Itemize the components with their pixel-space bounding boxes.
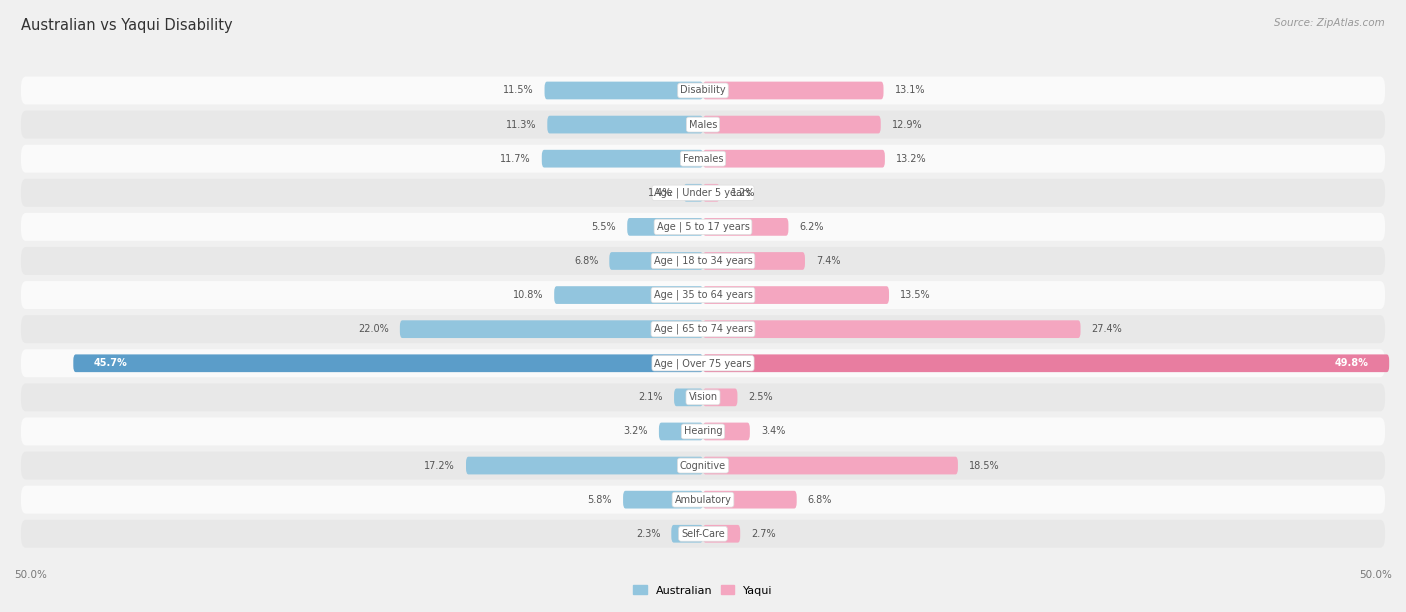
Text: Ambulatory: Ambulatory — [675, 494, 731, 505]
FancyBboxPatch shape — [21, 315, 1385, 343]
FancyBboxPatch shape — [21, 417, 1385, 446]
Text: Vision: Vision — [689, 392, 717, 402]
Text: Females: Females — [683, 154, 723, 163]
FancyBboxPatch shape — [627, 218, 703, 236]
FancyBboxPatch shape — [671, 525, 703, 543]
FancyBboxPatch shape — [703, 457, 957, 474]
Text: 13.1%: 13.1% — [894, 86, 925, 95]
Text: Age | 65 to 74 years: Age | 65 to 74 years — [654, 324, 752, 334]
Text: Males: Males — [689, 119, 717, 130]
Text: 50.0%: 50.0% — [1360, 570, 1392, 580]
FancyBboxPatch shape — [659, 423, 703, 440]
FancyBboxPatch shape — [703, 423, 749, 440]
FancyBboxPatch shape — [703, 150, 884, 168]
FancyBboxPatch shape — [21, 144, 1385, 173]
Text: 18.5%: 18.5% — [969, 461, 1000, 471]
Text: 13.5%: 13.5% — [900, 290, 931, 300]
Text: 11.3%: 11.3% — [506, 119, 536, 130]
Text: 49.8%: 49.8% — [1334, 358, 1368, 368]
Text: 3.4%: 3.4% — [761, 427, 785, 436]
FancyBboxPatch shape — [673, 389, 703, 406]
FancyBboxPatch shape — [21, 349, 1385, 377]
Text: 11.5%: 11.5% — [503, 86, 533, 95]
FancyBboxPatch shape — [609, 252, 703, 270]
FancyBboxPatch shape — [399, 320, 703, 338]
Text: 5.8%: 5.8% — [588, 494, 612, 505]
FancyBboxPatch shape — [703, 218, 789, 236]
Text: Self-Care: Self-Care — [681, 529, 725, 539]
FancyBboxPatch shape — [465, 457, 703, 474]
FancyBboxPatch shape — [21, 486, 1385, 513]
FancyBboxPatch shape — [73, 354, 703, 372]
Text: 22.0%: 22.0% — [359, 324, 389, 334]
Text: 50.0%: 50.0% — [14, 570, 46, 580]
FancyBboxPatch shape — [683, 184, 703, 201]
Text: Age | 5 to 17 years: Age | 5 to 17 years — [657, 222, 749, 232]
FancyBboxPatch shape — [21, 520, 1385, 548]
Text: 1.2%: 1.2% — [731, 188, 755, 198]
Text: 6.8%: 6.8% — [807, 494, 832, 505]
Text: Source: ZipAtlas.com: Source: ZipAtlas.com — [1274, 18, 1385, 28]
Text: 10.8%: 10.8% — [513, 290, 543, 300]
Legend: Australian, Yaqui: Australian, Yaqui — [628, 581, 778, 600]
Text: 2.5%: 2.5% — [748, 392, 773, 402]
Text: 17.2%: 17.2% — [425, 461, 456, 471]
FancyBboxPatch shape — [21, 111, 1385, 138]
Text: Age | 35 to 64 years: Age | 35 to 64 years — [654, 290, 752, 300]
FancyBboxPatch shape — [703, 286, 889, 304]
FancyBboxPatch shape — [21, 452, 1385, 480]
FancyBboxPatch shape — [21, 76, 1385, 105]
FancyBboxPatch shape — [547, 116, 703, 133]
Text: 2.1%: 2.1% — [638, 392, 664, 402]
Text: 1.4%: 1.4% — [648, 188, 672, 198]
Text: 6.2%: 6.2% — [800, 222, 824, 232]
Text: 2.3%: 2.3% — [636, 529, 661, 539]
FancyBboxPatch shape — [21, 383, 1385, 411]
Text: 5.5%: 5.5% — [592, 222, 616, 232]
Text: 2.7%: 2.7% — [751, 529, 776, 539]
FancyBboxPatch shape — [21, 179, 1385, 207]
Text: 6.8%: 6.8% — [574, 256, 599, 266]
Text: Age | 18 to 34 years: Age | 18 to 34 years — [654, 256, 752, 266]
Text: Hearing: Hearing — [683, 427, 723, 436]
Text: 27.4%: 27.4% — [1091, 324, 1122, 334]
Text: 7.4%: 7.4% — [815, 256, 841, 266]
FancyBboxPatch shape — [703, 320, 1081, 338]
FancyBboxPatch shape — [703, 252, 806, 270]
FancyBboxPatch shape — [623, 491, 703, 509]
Text: Age | Over 75 years: Age | Over 75 years — [654, 358, 752, 368]
FancyBboxPatch shape — [541, 150, 703, 168]
Text: Disability: Disability — [681, 86, 725, 95]
Text: 13.2%: 13.2% — [896, 154, 927, 163]
Text: 3.2%: 3.2% — [623, 427, 648, 436]
Text: 12.9%: 12.9% — [891, 119, 922, 130]
Text: Australian vs Yaqui Disability: Australian vs Yaqui Disability — [21, 18, 233, 34]
FancyBboxPatch shape — [703, 81, 883, 99]
FancyBboxPatch shape — [21, 281, 1385, 309]
Text: Age | Under 5 years: Age | Under 5 years — [654, 187, 752, 198]
FancyBboxPatch shape — [21, 247, 1385, 275]
FancyBboxPatch shape — [703, 354, 1389, 372]
FancyBboxPatch shape — [703, 116, 880, 133]
FancyBboxPatch shape — [703, 525, 740, 543]
Text: Cognitive: Cognitive — [681, 461, 725, 471]
FancyBboxPatch shape — [703, 389, 738, 406]
Text: 11.7%: 11.7% — [501, 154, 531, 163]
FancyBboxPatch shape — [703, 491, 797, 509]
FancyBboxPatch shape — [21, 213, 1385, 241]
FancyBboxPatch shape — [544, 81, 703, 99]
FancyBboxPatch shape — [703, 184, 720, 201]
Text: 45.7%: 45.7% — [94, 358, 128, 368]
FancyBboxPatch shape — [554, 286, 703, 304]
